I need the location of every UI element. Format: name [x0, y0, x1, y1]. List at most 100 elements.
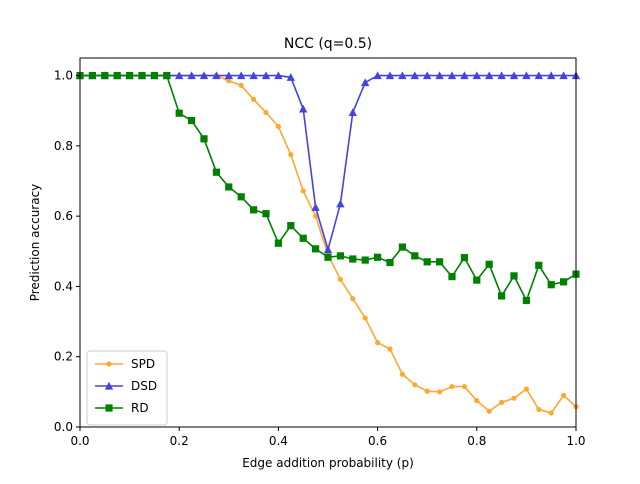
- data-point-rd: [398, 243, 406, 251]
- data-point-dsd: [199, 71, 209, 80]
- data-point-spd: [412, 382, 418, 388]
- series-line-rd: [80, 74, 577, 302]
- data-point-spd: [300, 188, 306, 194]
- data-point-dsd: [398, 71, 407, 80]
- data-point-rd: [535, 261, 543, 269]
- data-point-dsd: [212, 71, 221, 80]
- data-point-dsd: [423, 71, 432, 80]
- data-point-dsd: [497, 71, 506, 80]
- data-point-rd: [113, 71, 121, 80]
- chart-title: NCC (q=0.5): [284, 36, 372, 52]
- data-point-spd: [474, 398, 480, 404]
- data-point-spd: [449, 383, 455, 390]
- legend-marker-spd: [106, 361, 112, 367]
- x-axis: 0.0 0.2 0.4 0.6 0.8 1.0: [70, 427, 586, 448]
- data-point-spd: [424, 388, 430, 394]
- data-point-dsd: [175, 71, 184, 80]
- data-point-dsd: [472, 71, 481, 80]
- x-tick-label: 0.0: [70, 434, 89, 448]
- data-point-rd: [547, 281, 555, 289]
- data-point-rd: [163, 71, 171, 80]
- data-point-dsd: [361, 78, 370, 87]
- data-point-spd: [437, 389, 443, 395]
- data-point-rd: [361, 256, 369, 264]
- y-axis: 0.0 0.2 0.4 0.6 0.8 1.0: [54, 69, 80, 434]
- data-point-dsd: [336, 199, 345, 208]
- plot-frame: [79, 57, 577, 428]
- data-point-rd: [423, 258, 431, 266]
- data-point-spd: [350, 296, 356, 302]
- legend-label-rd: RD: [131, 401, 149, 415]
- data-point-spd: [251, 96, 257, 103]
- x-tick-label: 0.6: [368, 434, 387, 448]
- data-point-spd: [399, 371, 405, 377]
- data-point-dsd: [509, 71, 519, 80]
- x-axis-label: Edge addition probability (p): [242, 456, 414, 470]
- y-axis-label: Prediction accuracy: [28, 184, 42, 302]
- data-point-rd: [225, 183, 233, 191]
- series-line-dsd: [80, 74, 576, 251]
- data-point-spd: [536, 406, 542, 413]
- data-point-dsd: [311, 203, 320, 211]
- x-tick-label: 1.0: [566, 434, 585, 448]
- data-point-dsd: [447, 71, 457, 80]
- data-point-dsd: [274, 71, 283, 80]
- x-tick-label: 0.2: [170, 434, 189, 448]
- data-point-rd: [126, 71, 134, 80]
- data-point-spd: [288, 152, 294, 158]
- data-point-rd: [374, 253, 382, 261]
- plot-area: [75, 71, 581, 416]
- data-point-spd: [499, 399, 505, 405]
- data-point-rd: [522, 296, 530, 305]
- y-tick-label: 0.8: [54, 139, 73, 153]
- data-point-dsd: [323, 245, 333, 254]
- data-point-spd: [362, 315, 368, 321]
- data-point-rd: [498, 292, 506, 300]
- data-point-rd: [274, 239, 282, 247]
- data-point-rd: [448, 272, 456, 281]
- data-point-dsd: [261, 71, 271, 80]
- data-point-dsd: [410, 71, 419, 80]
- data-point-dsd: [435, 71, 444, 80]
- data-point-dsd: [286, 73, 295, 81]
- data-point-spd: [387, 346, 393, 352]
- data-point-spd: [548, 410, 554, 416]
- data-point-dsd: [237, 71, 246, 80]
- data-point-rd: [336, 252, 344, 260]
- data-point-rd: [485, 260, 493, 268]
- data-point-dsd: [373, 71, 382, 80]
- data-point-dsd: [547, 71, 556, 80]
- legend-marker-dsd: [104, 381, 114, 390]
- data-point-rd: [150, 71, 158, 80]
- data-point-dsd: [385, 71, 395, 80]
- y-tick-label: 0.4: [54, 279, 73, 293]
- y-tick-label: 0.2: [54, 350, 73, 364]
- data-point-spd: [461, 383, 467, 390]
- data-point-spd: [337, 276, 343, 282]
- data-point-dsd: [224, 71, 233, 80]
- data-point-rd: [200, 135, 208, 143]
- legend-label-spd: SPD: [131, 357, 155, 371]
- legend-label-dsd: DSD: [131, 379, 157, 393]
- data-point-dsd: [522, 71, 531, 80]
- data-point-rd: [510, 272, 518, 280]
- data-point-rd: [237, 193, 245, 201]
- y-tick-label: 0.6: [54, 209, 73, 223]
- data-point-spd: [523, 386, 530, 392]
- data-point-rd: [262, 210, 270, 218]
- data-point-rd: [460, 254, 468, 262]
- data-point-rd: [188, 116, 196, 125]
- data-point-rd: [560, 278, 568, 286]
- data-point-rd: [349, 255, 357, 263]
- data-point-dsd: [559, 71, 568, 80]
- data-point-dsd: [299, 104, 308, 113]
- data-point-rd: [287, 222, 295, 230]
- x-tick-label: 0.8: [467, 434, 486, 448]
- data-point-spd: [238, 82, 244, 89]
- data-point-rd: [250, 206, 258, 214]
- data-point-spd: [275, 123, 281, 130]
- data-point-rd: [436, 258, 444, 266]
- data-point-rd: [212, 168, 220, 176]
- y-tick-label: 0.0: [54, 420, 73, 434]
